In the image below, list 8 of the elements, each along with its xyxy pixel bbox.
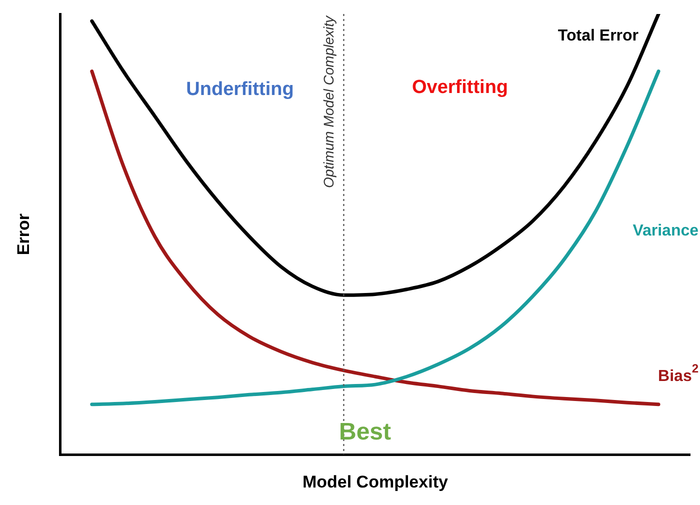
text: Optimum Model Complexity — [320, 16, 337, 188]
annotation: Overfitting — [412, 77, 508, 98]
y-axis-title: Error — [14, 213, 33, 256]
x-axis-title: Model Complexity — [302, 472, 448, 492]
series-label: Total Error — [558, 27, 639, 44]
annotation: Best — [338, 418, 392, 446]
text: Variance — [632, 222, 699, 240]
annotation: Underfitting — [186, 79, 294, 100]
